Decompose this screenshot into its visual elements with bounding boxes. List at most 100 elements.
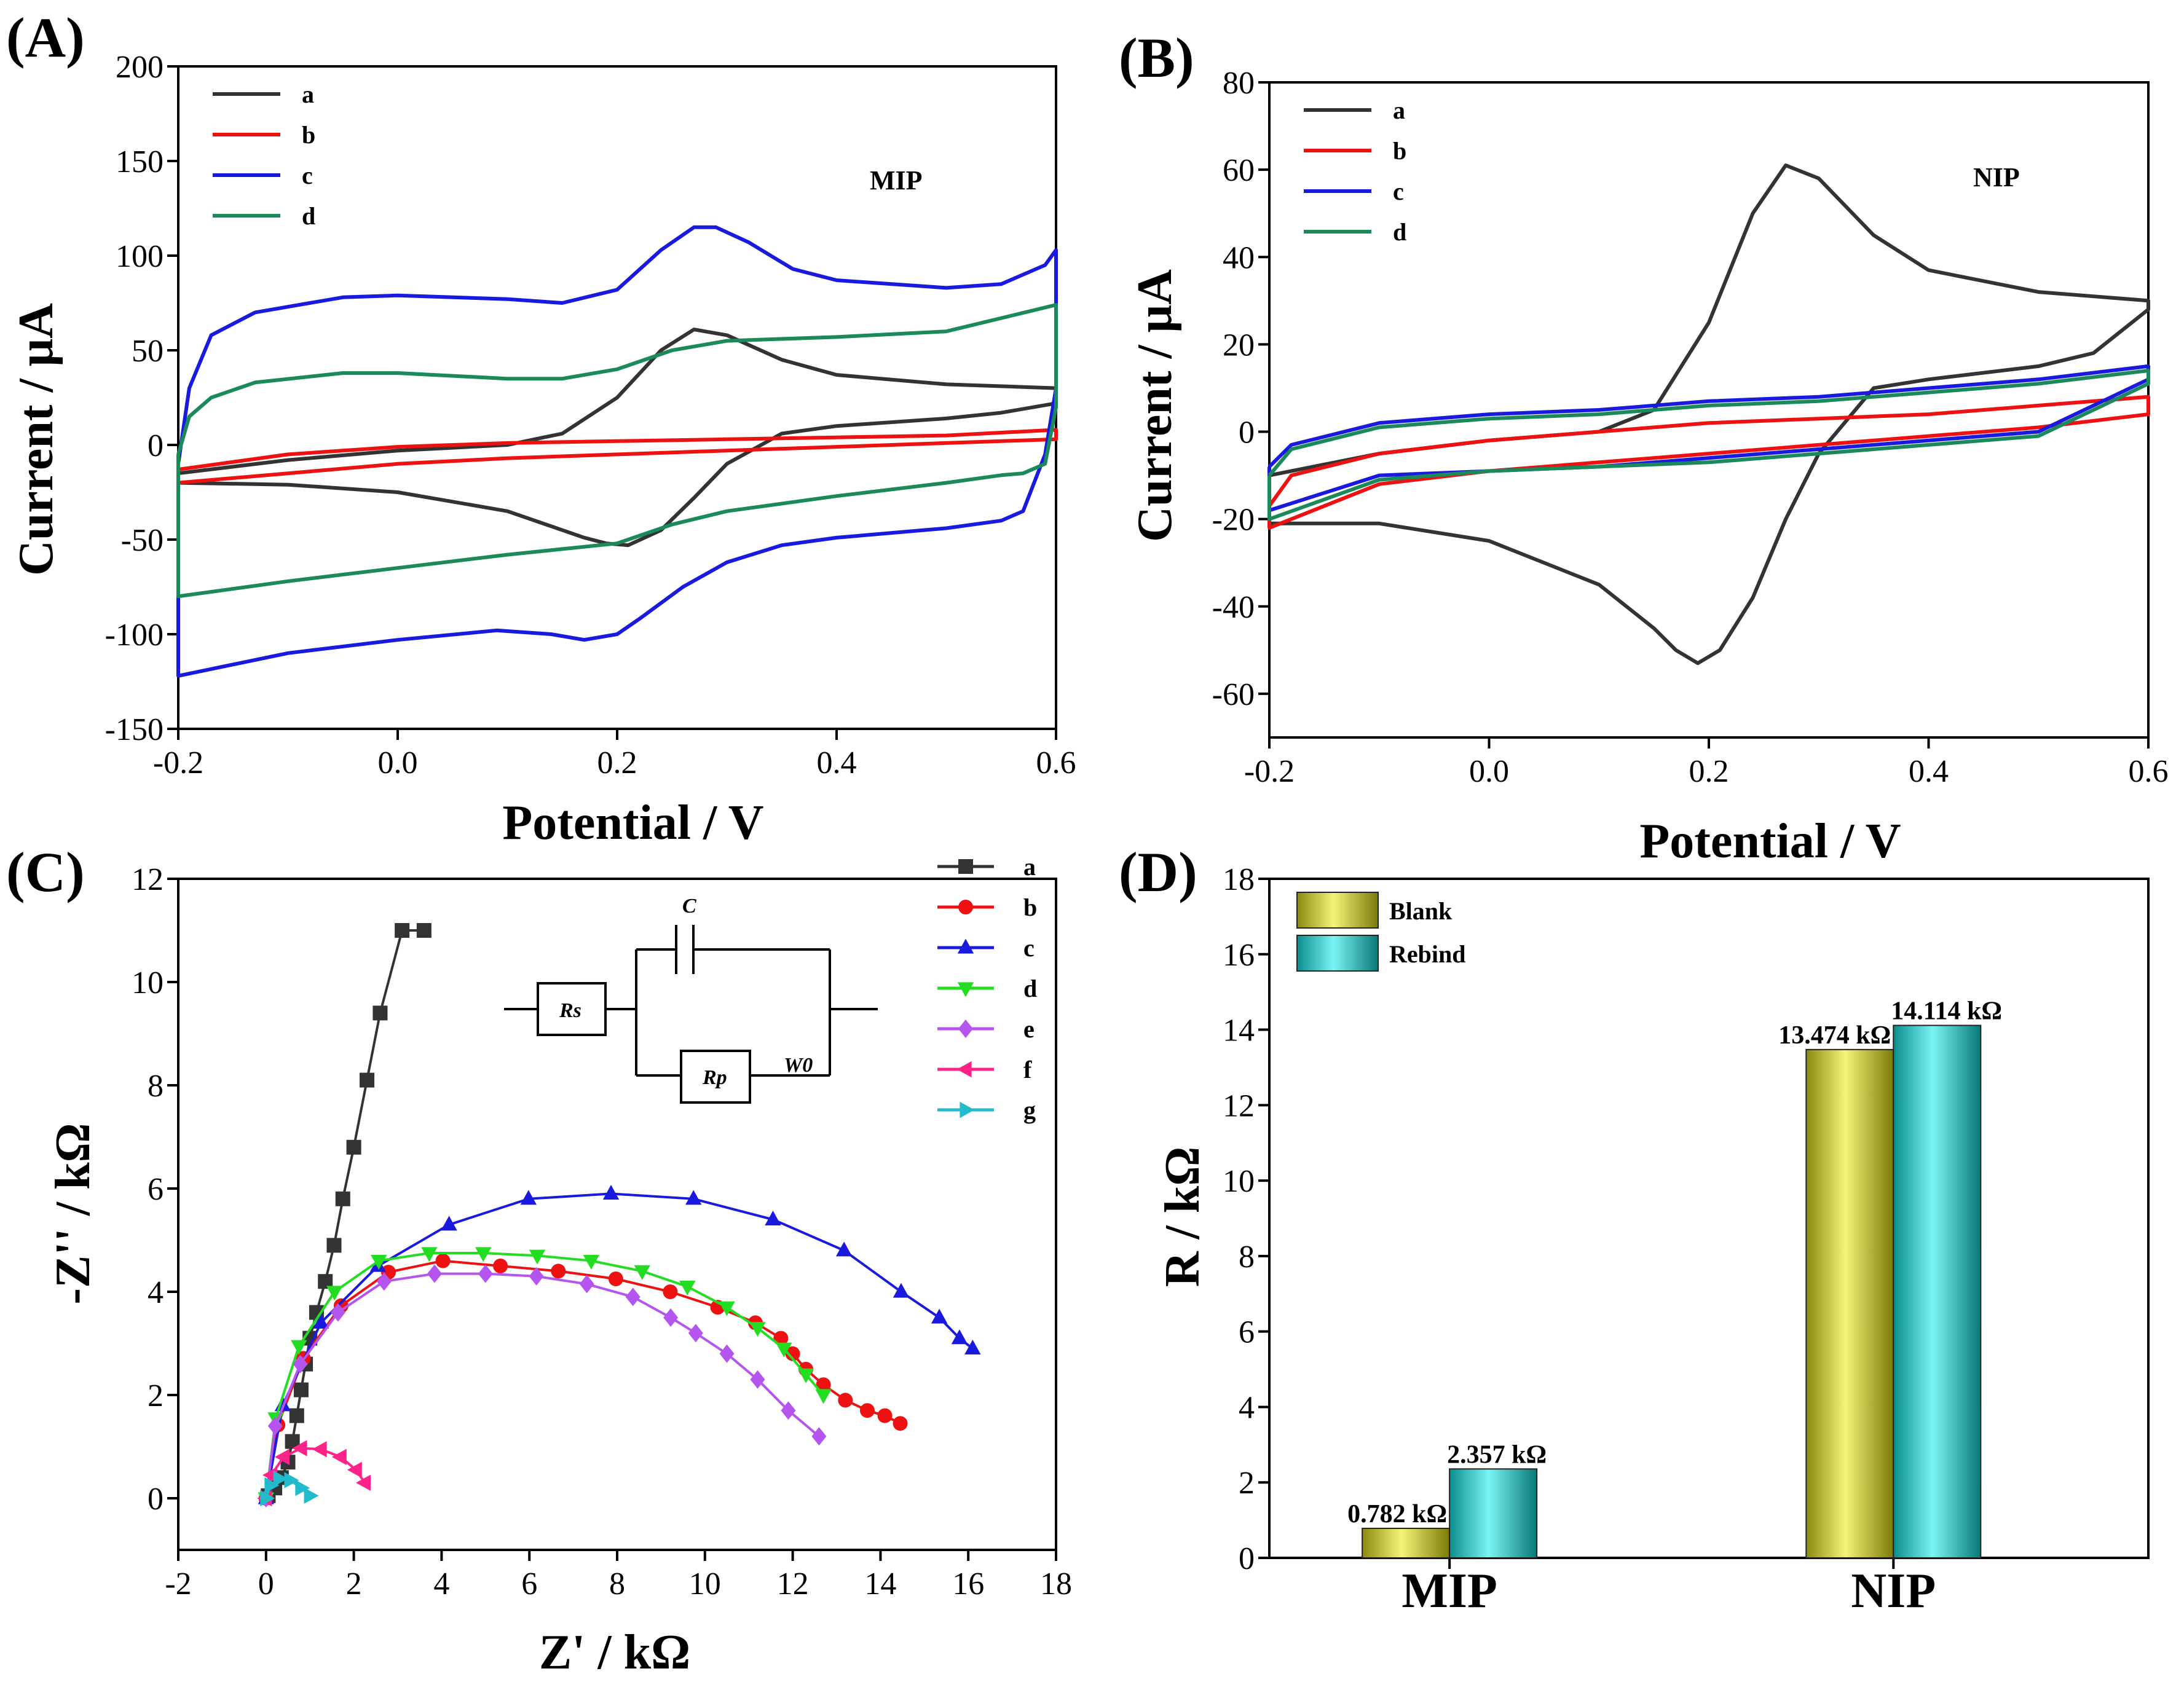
data-point <box>602 1185 620 1200</box>
y-axis-title: Current / μA <box>9 303 63 576</box>
data-point <box>273 1470 288 1487</box>
y-tick-label: -100 <box>105 618 164 653</box>
legend-label: c <box>1393 178 1404 205</box>
data-point <box>688 1324 703 1343</box>
data-point <box>529 1267 544 1286</box>
data-point <box>679 1281 696 1295</box>
x-tick-label: 12 <box>777 1566 809 1602</box>
y-tick-label: 8 <box>148 1069 164 1104</box>
y-tick-label: 2 <box>148 1378 164 1413</box>
y-tick-label: 0 <box>1239 1541 1255 1576</box>
data-point <box>326 1238 342 1253</box>
data-point <box>811 1427 827 1446</box>
y-tick-label: -60 <box>1212 677 1255 712</box>
series-line-e <box>264 1272 820 1499</box>
data-point <box>859 1403 875 1418</box>
data-point <box>797 1368 814 1383</box>
y-tick-label: 10 <box>132 965 164 1000</box>
y-tick-label: 100 <box>116 239 164 274</box>
data-point <box>958 900 973 914</box>
y-tick-label: 150 <box>116 144 164 179</box>
legend-swatch <box>1296 892 1379 929</box>
data-point <box>625 1287 641 1307</box>
data-point <box>608 1271 623 1286</box>
data-point <box>750 1370 765 1389</box>
y-tick-label: 12 <box>132 862 164 897</box>
data-point <box>292 1440 307 1456</box>
legend-label: d <box>302 202 315 230</box>
data-point <box>260 1490 275 1507</box>
data-point <box>326 1286 343 1301</box>
legend-label: g <box>1023 1096 1036 1124</box>
data-point <box>312 1314 329 1329</box>
data-point <box>957 938 974 954</box>
y-tick-label: 60 <box>1223 153 1255 188</box>
data-point <box>838 1393 853 1408</box>
data-point <box>274 1448 290 1465</box>
data-point <box>346 1139 361 1155</box>
data-point <box>685 1190 702 1205</box>
category-label: MIP <box>1401 1564 1497 1618</box>
x-tick-label: -0.2 <box>1244 754 1295 789</box>
x-tick-label: 14 <box>864 1566 896 1602</box>
x-tick-label: 0.2 <box>1689 754 1729 789</box>
data-point <box>312 1441 327 1458</box>
x-tick-label: 0.6 <box>2129 754 2169 789</box>
series-line-d <box>1267 369 2150 521</box>
data-point <box>749 1322 766 1337</box>
series-line-b <box>176 428 1058 485</box>
data-point <box>493 1259 508 1273</box>
y-tick-label: 4 <box>1239 1390 1255 1425</box>
data-point <box>435 1253 451 1268</box>
y-tick-label: -150 <box>105 712 164 747</box>
circuit-label-w0: W0 <box>784 1054 813 1077</box>
data-point <box>765 1211 781 1225</box>
data-point <box>816 1377 831 1393</box>
y-axis-title: -Z'' / kΩ <box>46 1123 100 1304</box>
legend-label: b <box>1393 137 1406 165</box>
data-point <box>951 1329 968 1345</box>
y-tick-label: 8 <box>1239 1240 1255 1275</box>
panel-annotation: NIP <box>1973 162 2020 192</box>
y-tick-label: 2 <box>1239 1466 1255 1501</box>
data-point <box>663 1308 679 1327</box>
y-tick-label: 20 <box>1223 328 1255 363</box>
x-tick-label: -0.2 <box>153 745 203 780</box>
category-label: NIP <box>1851 1564 1936 1618</box>
data-point <box>931 1308 948 1324</box>
bar-value-label: 0.782 kΩ <box>1347 1500 1447 1528</box>
y-tick-label: 4 <box>148 1275 164 1310</box>
x-axis-title: Potential / V <box>1639 814 1901 868</box>
data-point <box>719 1301 735 1316</box>
circuit-label-rs: Rs <box>559 999 581 1022</box>
equivalent-circuit-inset: C Rs Rp W0 <box>504 895 878 1104</box>
legend-label: b <box>1023 894 1037 921</box>
data-point <box>893 1416 908 1431</box>
data-point <box>304 1487 319 1504</box>
data-point <box>781 1401 796 1420</box>
series-line-a <box>176 328 1058 548</box>
legend-label: a <box>1023 853 1036 881</box>
data-point <box>785 1346 800 1361</box>
data-point <box>291 1340 307 1355</box>
x-tick-label: 8 <box>609 1566 625 1602</box>
data-point <box>289 1408 304 1423</box>
data-point <box>478 1264 493 1283</box>
bar-blank-nip <box>1805 1048 1894 1558</box>
y-tick-label: -20 <box>1212 503 1255 538</box>
panel-c: (C) 0 2 4 6 8 10 12 -2 0 2 4 6 8 10 12 14 16 18 Z' / kΩ -Z''… <box>6 841 1072 1680</box>
bar-value-label: 14.114 kΩ <box>1891 997 2002 1026</box>
x-tick-label: 0.4 <box>1909 754 1949 789</box>
bar-value-label: 2.357 kΩ <box>1447 1440 1547 1469</box>
x-tick-label: 4 <box>433 1566 449 1602</box>
data-point <box>373 1005 388 1021</box>
data-point <box>579 1275 594 1294</box>
data-point <box>663 1284 678 1299</box>
x-tick-label: 2 <box>346 1566 362 1602</box>
data-point <box>529 1249 546 1265</box>
x-tick-label: 0.4 <box>817 745 857 780</box>
data-point <box>335 1191 350 1206</box>
x-tick-label: 0.2 <box>597 745 637 780</box>
legend-label: Rebind <box>1389 940 1466 968</box>
y-tick-label: 0 <box>148 428 164 463</box>
